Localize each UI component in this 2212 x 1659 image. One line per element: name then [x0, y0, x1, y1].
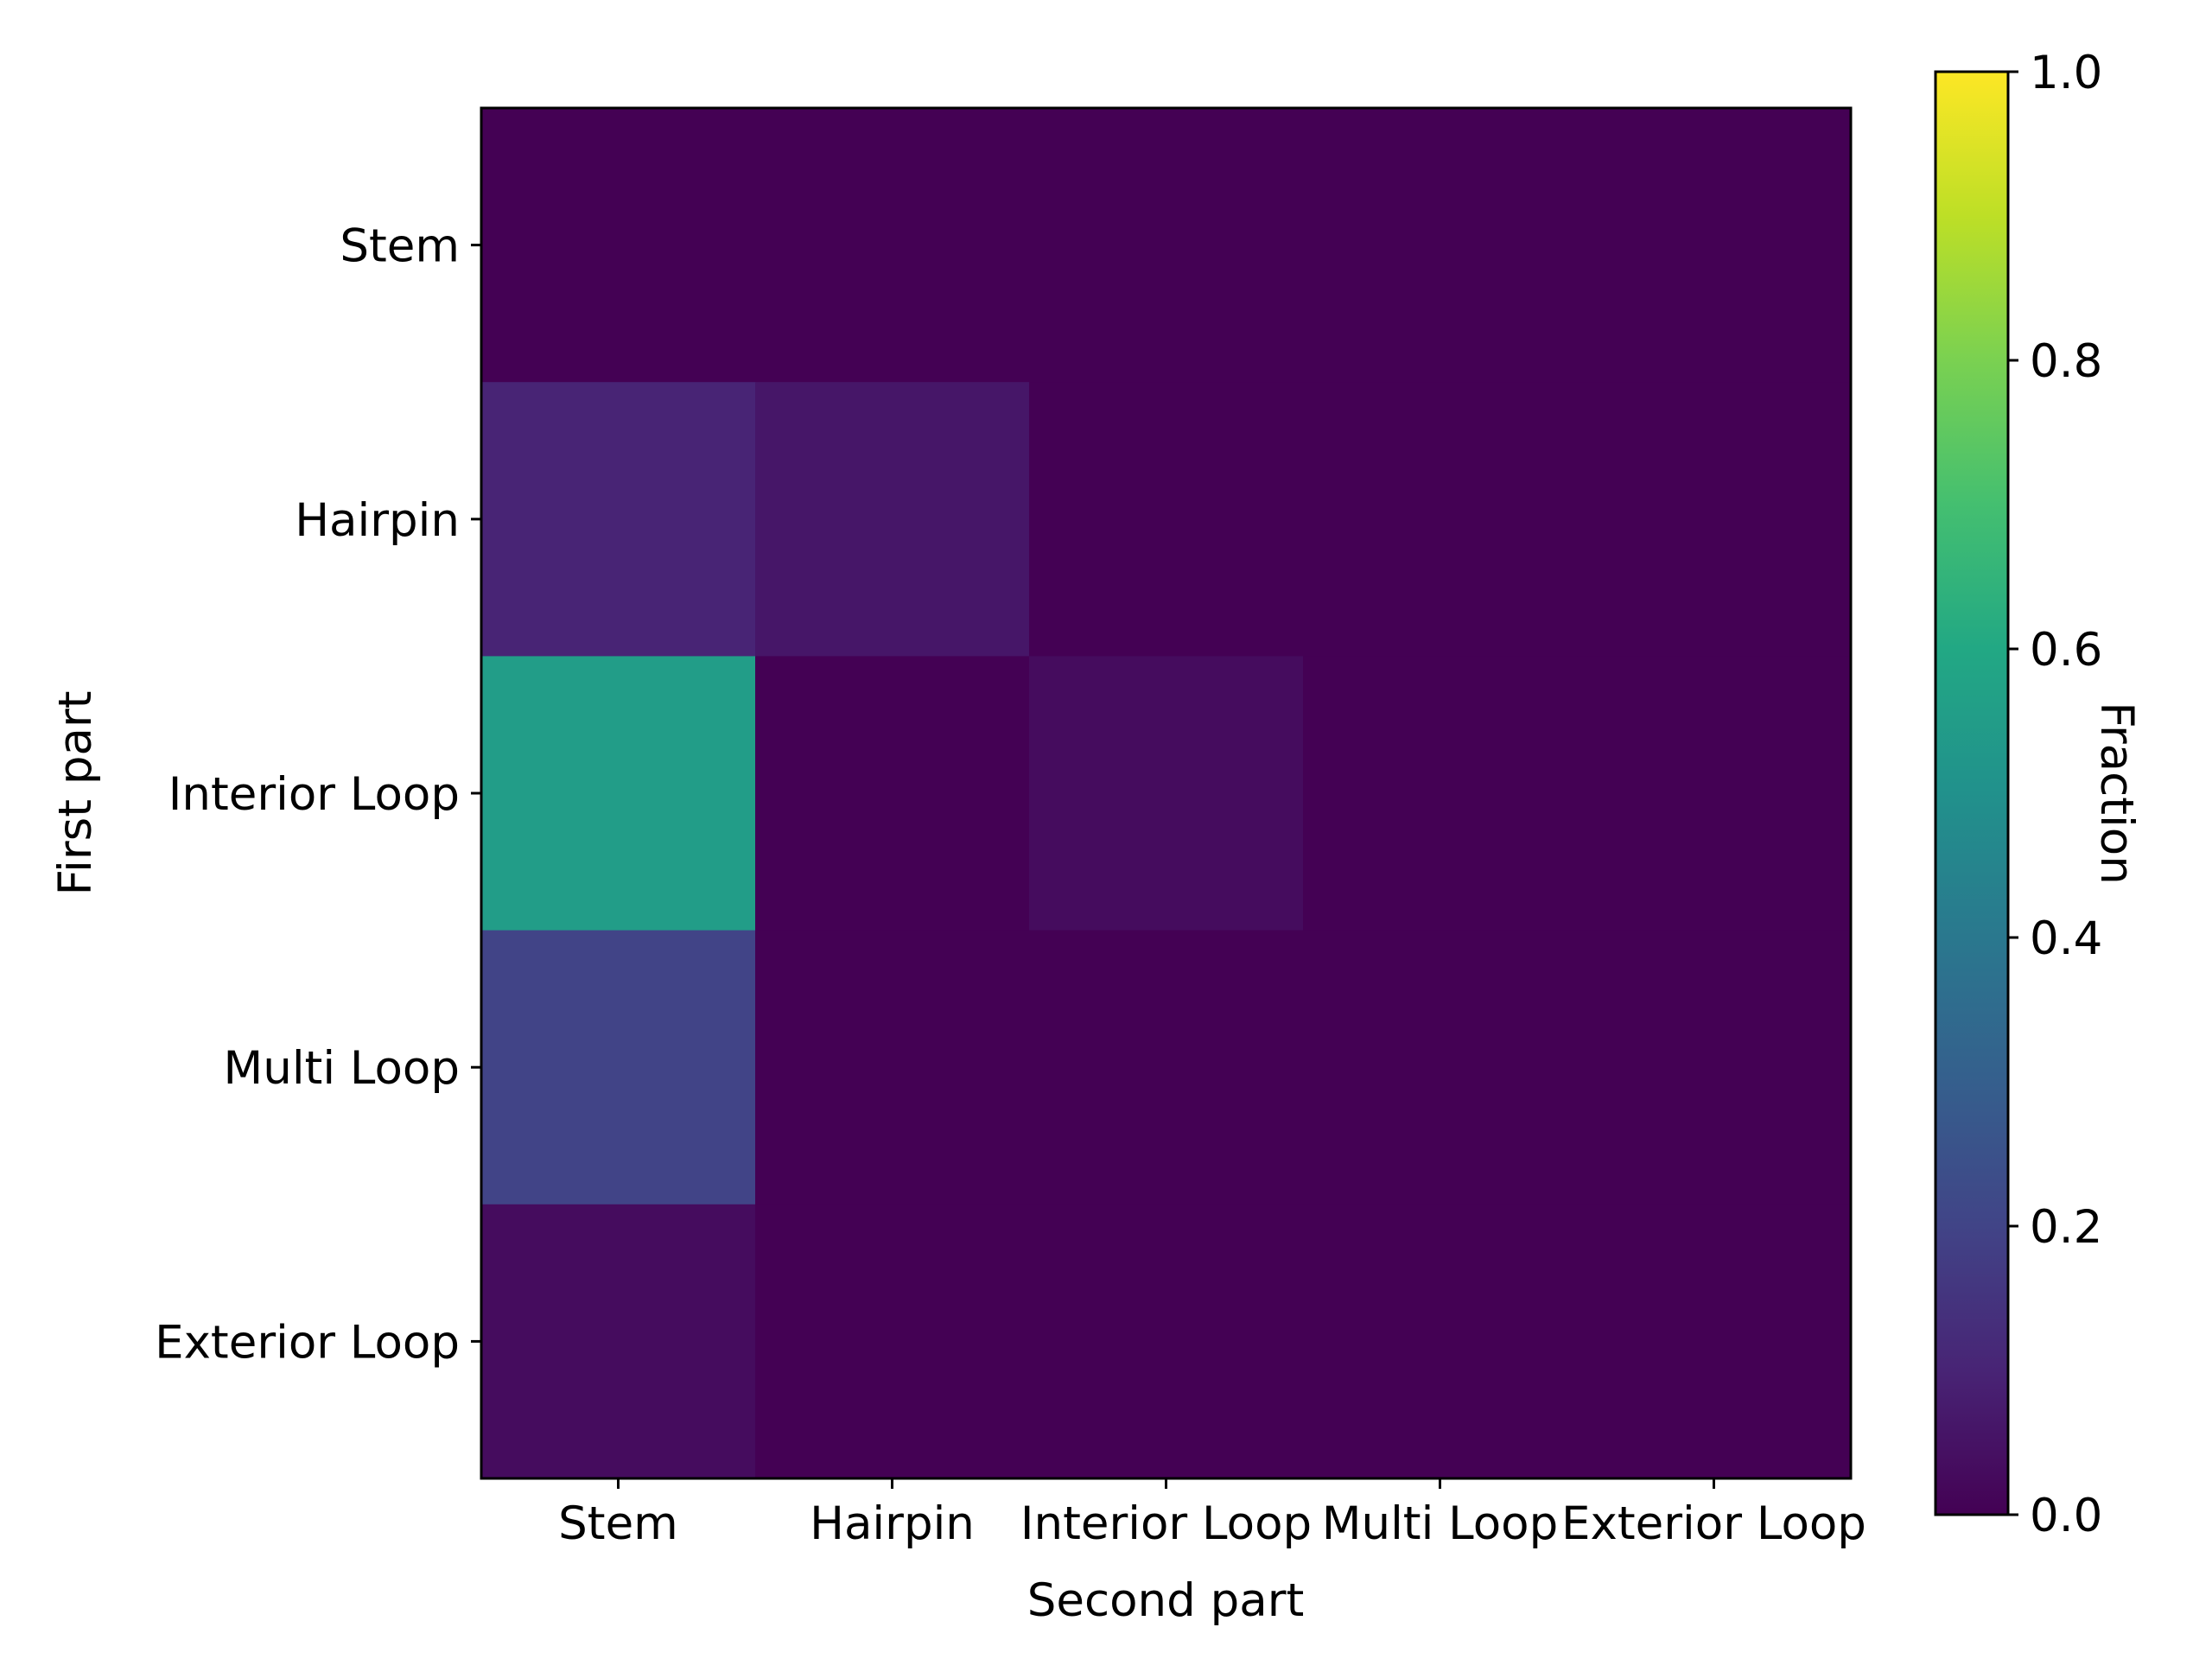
heatmap-cell [1029, 382, 1304, 657]
y-tick-label: Hairpin [295, 494, 460, 547]
heatmap-cell [1303, 656, 1578, 931]
colorbar-tick-label: 0.8 [2030, 335, 2102, 388]
heatmap-cell [1303, 930, 1578, 1205]
heatmap-cell [1303, 1204, 1578, 1479]
heatmap-cell [481, 656, 756, 931]
colorbar-tick-label: 0.0 [2030, 1490, 2102, 1542]
heatmap-cell [481, 930, 756, 1205]
colorbar-gradient [1936, 72, 2008, 1515]
heatmap-cell [1029, 656, 1304, 931]
colorbar-ticks: 0.0 0.2 0.4 0.6 0.8 1.0 [2008, 47, 2102, 1542]
colorbar-tick-label: 0.6 [2030, 624, 2102, 677]
heatmap-cell [1303, 108, 1578, 383]
heatmap-cell [1029, 930, 1304, 1205]
y-tick-label: Stem [340, 220, 460, 273]
heatmap-cell [1303, 382, 1578, 657]
colorbar-tick-label: 1.0 [2030, 47, 2102, 99]
x-tick-label: Exterior Loop [1561, 1497, 1866, 1550]
heatmap-cell [755, 108, 1030, 383]
heatmap-cell [1029, 108, 1304, 383]
colorbar: 0.0 0.2 0.4 0.6 0.8 1.0 Fraction [1934, 47, 2143, 1542]
heatmap-cell [1577, 930, 1852, 1205]
colorbar-frame [1934, 70, 2010, 1516]
heatmap-cells [481, 108, 1852, 1479]
heatmap-cell [481, 1204, 756, 1479]
heatmap-cell [1577, 656, 1852, 931]
x-tick-label: Interior Loop [1020, 1497, 1312, 1550]
y-tick-label: Exterior Loop [155, 1316, 460, 1369]
x-axis-title: Second part [1027, 1574, 1305, 1627]
colorbar-label: Fraction [2090, 702, 2143, 885]
x-axis-ticks: Stem Hairpin Interior Loop Multi Loop Exteri… [558, 1478, 1866, 1550]
heatmap-cell [1577, 382, 1852, 657]
y-axis-ticks: Stem Hairpin Interior Loop Multi Loop Exteri… [155, 220, 481, 1369]
heatmap-cell [1029, 1204, 1304, 1479]
x-tick-label: Multi Loop [1322, 1497, 1559, 1550]
heatmap-cell [481, 382, 756, 657]
heatmap-cell [481, 108, 756, 383]
x-tick-label: Stem [558, 1497, 678, 1550]
y-axis-title: First part [49, 690, 102, 895]
y-tick-label: Interior Loop [168, 768, 460, 821]
heatmap-cell [1577, 1204, 1852, 1479]
x-tick-label: Hairpin [810, 1497, 975, 1550]
colorbar-tick-label: 0.2 [2030, 1201, 2102, 1254]
heatmap-cell [1577, 108, 1852, 383]
y-tick-label: Multi Loop [224, 1042, 461, 1095]
heatmap-cell [755, 1204, 1030, 1479]
heatmap-cell [755, 382, 1030, 657]
heatmap-cell [755, 656, 1030, 931]
heatmap-cell [755, 930, 1030, 1205]
colorbar-tick-label: 0.4 [2030, 912, 2102, 965]
